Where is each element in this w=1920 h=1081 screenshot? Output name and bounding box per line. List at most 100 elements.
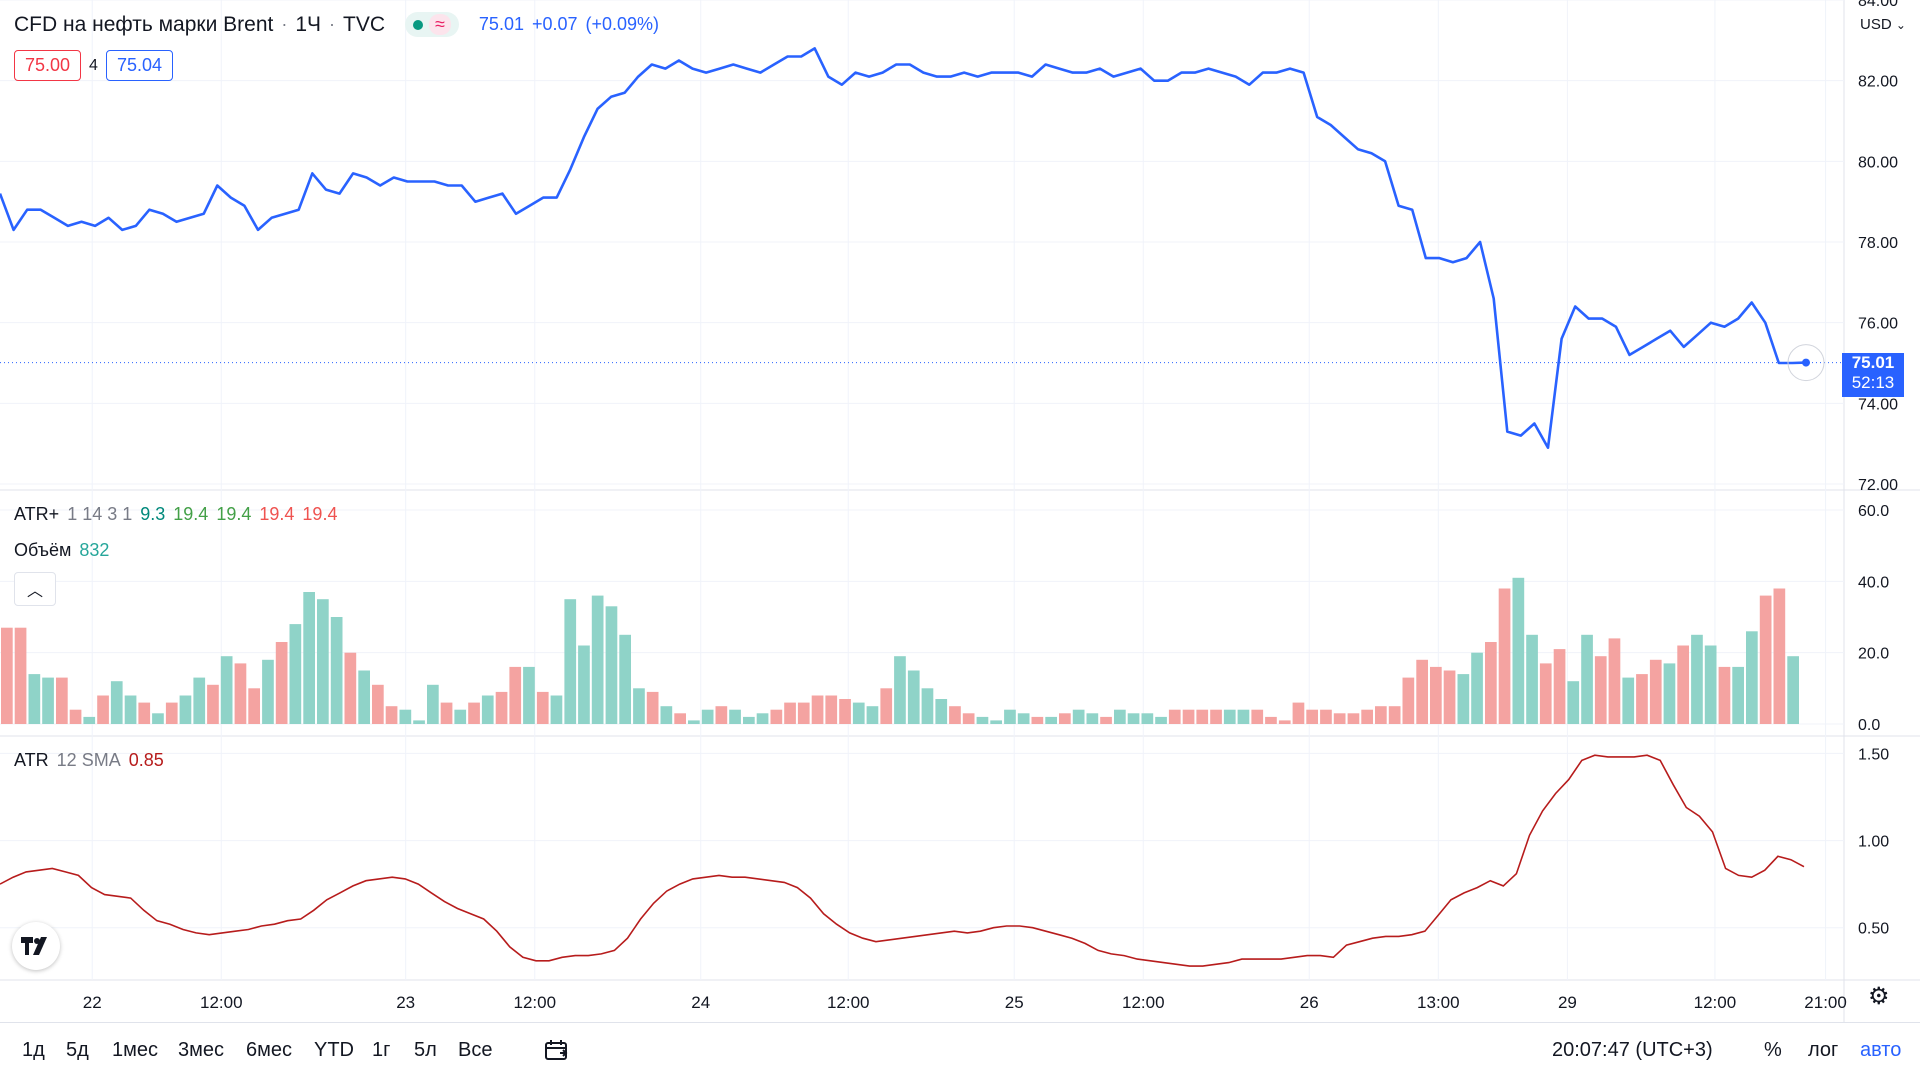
atr-plus-value-5: 19.4 [302,504,338,524]
bid-price-button[interactable]: 75.00 [14,50,82,81]
settings-gear-icon[interactable]: ⚙ [1868,983,1890,1010]
atr-plus-params: 1 14 3 1 [67,504,133,524]
currency-button[interactable]: USD ⌄ [1860,14,1906,36]
volume-bar [1004,709,1016,724]
volume-bar [1031,716,1044,724]
volume-bar [234,663,247,724]
volume-legend[interactable]: Объём 832 [14,540,109,561]
time-axis-tick: 22 [83,993,102,1012]
market-status-badge[interactable]: ≈ [405,12,459,37]
volume-bar [1127,713,1140,724]
auto-scale-button[interactable]: авто [1860,1039,1902,1061]
volume-bar [756,713,769,724]
price-series [0,47,1844,449]
volume-bar [1017,713,1030,724]
time-axis-tick: 21:00 [1804,993,1847,1012]
atr-legend[interactable]: ATR 12 SMA 0.85 [14,750,164,771]
volume-bar [1320,709,1332,724]
volume-bar [701,709,714,724]
time-axis-tick: 26 [1300,993,1319,1012]
calendar-range-icon[interactable] [544,1039,570,1067]
volume-bar [935,699,948,724]
volume-bar [1457,674,1470,724]
volume-bar [1498,588,1511,724]
timeframe-button[interactable]: 1д [22,1039,45,1061]
time-axis-tick: 12:00 [827,993,870,1012]
volume-bar [303,592,315,724]
last-price-pulse [1787,344,1825,382]
volume-bar [811,695,824,724]
volume-bar [289,624,302,724]
price-axis-tick: 0.50 [1858,921,1889,938]
atr-line [0,754,1805,967]
tradingview-logo-icon[interactable] [12,922,60,970]
volume-bar [1732,666,1744,724]
volume-bar [1718,666,1731,724]
volume-bar [1141,713,1154,724]
price-axis-tick: 1.00 [1858,834,1889,851]
timeframe-button[interactable]: 5л [414,1039,437,1061]
collapse-legend-button[interactable]: ︿ [14,572,56,606]
symbol-title[interactable]: CFD на нефть марки Brent [14,12,274,36]
volume-bar [1649,659,1662,724]
volume-bar [1539,663,1552,724]
volume-bar [1430,666,1442,724]
bottom-toolbar: 1д 5д 1мес 3мес 6мес YTD 1г 5л Все 20:07:47 (UTC… [0,1022,1920,1081]
price-axis-tick: 1.50 [1858,746,1889,763]
timeframe-button[interactable]: YTD [314,1039,354,1061]
last-price-flag: 75.01 52:13 [1842,352,1904,397]
timeframe-button[interactable]: 1мес [112,1039,158,1061]
volume-bar [440,702,453,724]
volume-bar [578,645,590,724]
timeframe-button[interactable]: 6мес [246,1039,292,1061]
volume-bar [165,702,178,724]
volume-bar [907,670,920,724]
volume-bar [69,709,82,724]
volume-bar [674,713,686,724]
volume-bar [852,702,865,724]
market-open-dot-icon [413,19,424,30]
volume-bar [1636,674,1648,724]
price-axis-tick: 60.0 [1858,503,1889,520]
timeframe-button[interactable]: 3мес [178,1039,224,1061]
volume-bar [536,691,549,724]
interval-label[interactable]: 1Ч [295,12,322,36]
timeframe-button[interactable]: 5д [66,1039,89,1061]
percent-scale-button[interactable]: % [1764,1039,1782,1061]
volume-bar [1251,709,1264,724]
volume-bar [1512,577,1525,724]
separator: · [329,14,336,34]
volume-bar [1100,716,1112,724]
chart-svg[interactable]: 72.00 74.00 76.00 78.00 80.00 82.00 84.00 0.0 20… [0,0,1920,1022]
volume-bar [152,713,164,724]
volume-bar [1086,713,1099,724]
volume-bar [248,688,260,724]
volume-bar [110,681,123,724]
atr-plus-legend[interactable]: ATR+ 1 14 3 1 9.3 19.4 19.4 19.4 19.4 [14,504,337,525]
volume-bar [138,702,151,724]
volume-bar [1471,652,1483,724]
price-line [0,47,1807,449]
timeframe-button[interactable]: 1г [372,1039,391,1061]
ask-price-button[interactable]: 75.04 [105,50,173,81]
volume-value: 832 [79,540,110,560]
price-axis-tick: 84.00 [1858,0,1898,10]
volume-bar [1114,709,1126,724]
atr-value: 0.85 [128,750,164,770]
volume-name: Объём [14,540,72,560]
volume-bar [839,699,851,724]
price-axis-tick: 74.00 [1858,396,1898,413]
log-scale-button[interactable]: лог [1808,1039,1839,1061]
volume-bar [1388,706,1401,724]
volume-bar [56,677,68,724]
clock-label[interactable]: 20:07:47 (UTC+3) [1552,1039,1713,1061]
price-axis-tick: 78.00 [1858,235,1898,252]
time-axis-tick: 23 [396,993,415,1012]
chevron-down-icon: ⌄ [1895,18,1906,32]
volume-bar [1306,709,1318,724]
volume-bar [729,709,741,724]
timeframe-button[interactable]: Все [458,1039,493,1061]
price-axis-tick: 80.00 [1858,154,1898,171]
time-axis-tick: 29 [1558,993,1577,1012]
volume-bar [880,688,893,724]
